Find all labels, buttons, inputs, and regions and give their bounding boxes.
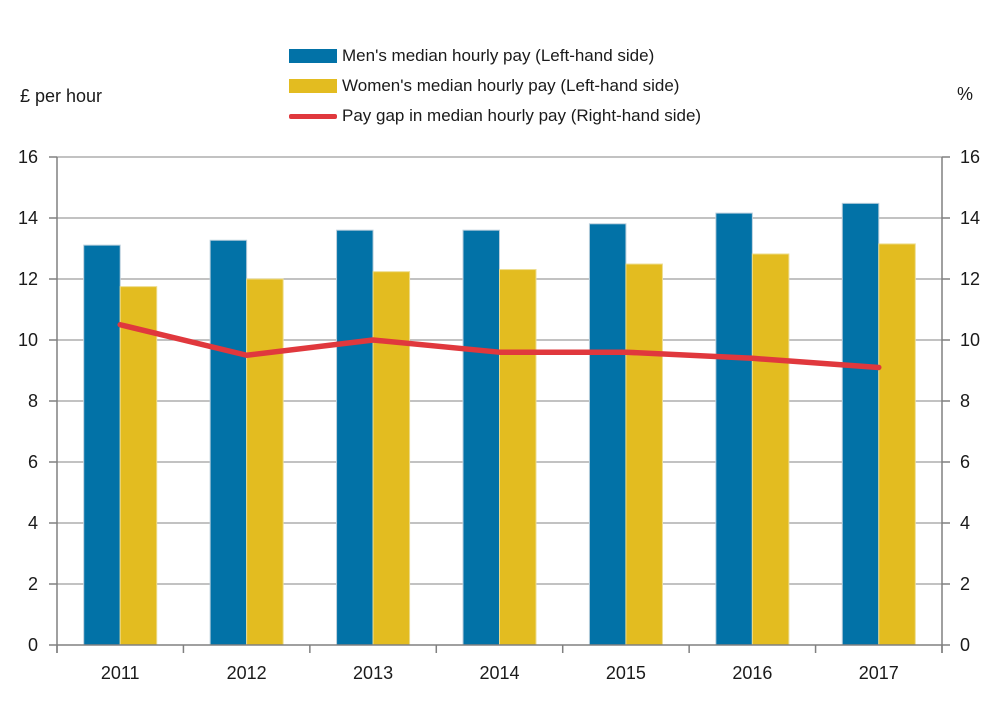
right-axis-unit-label: % (957, 84, 974, 104)
legend-swatch-women-bar (289, 79, 337, 93)
x-axis-label-2011: 2011 (101, 663, 140, 683)
left-tick-label-16: 16 (18, 147, 38, 167)
bar-men-2012 (209, 239, 248, 646)
x-axis-label-2015: 2015 (606, 663, 646, 683)
left-tick-label-14: 14 (18, 208, 38, 228)
paygap-line (117, 322, 882, 371)
legend-swatch-men-bar (289, 49, 337, 63)
right-tick-label-14: 14 (960, 208, 980, 228)
legend-item-men: Men's median hourly pay (Left-hand side) (289, 41, 701, 71)
bar-women-2012 (246, 278, 284, 646)
bar-men-2013 (336, 229, 374, 646)
right-tick-label-12: 12 (960, 269, 980, 289)
right-tick-label-2: 2 (960, 574, 970, 594)
x-axis-label-2012: 2012 (227, 663, 267, 683)
left-tick-label-8: 8 (28, 391, 38, 411)
right-tick-label-0: 0 (960, 635, 970, 655)
bar-men-2017 (841, 202, 880, 646)
right-tick-label-6: 6 (960, 452, 970, 472)
bar-women-2011 (119, 286, 158, 646)
x-axis-label-2017: 2017 (859, 663, 899, 683)
x-axis-label-2016: 2016 (732, 663, 772, 683)
bar-men-2011 (83, 244, 121, 646)
legend-item-women: Women's median hourly pay (Left-hand sid… (289, 71, 701, 101)
bar-men-2014 (462, 229, 500, 646)
x-axis-label-2014: 2014 (479, 663, 519, 683)
bar-women-2013 (372, 271, 411, 646)
bar-women-2015 (625, 263, 663, 646)
left-tick-label-0: 0 (28, 635, 38, 655)
bar-men-2015 (588, 223, 627, 646)
left-tick-label-6: 6 (28, 452, 38, 472)
bar-women-2014 (499, 269, 537, 646)
legend-label-men: Men's median hourly pay (Left-hand side) (342, 46, 655, 65)
right-tick-label-4: 4 (960, 513, 970, 533)
left-tick-label-12: 12 (18, 269, 38, 289)
legend-item-paygap: Pay gap in median hourly pay (Right-hand… (289, 101, 701, 131)
right-tick-label-16: 16 (960, 147, 980, 167)
left-tick-label-10: 10 (18, 330, 38, 350)
legend-label-women: Women's median hourly pay (Left-hand sid… (342, 76, 680, 95)
bar-women-2017 (878, 243, 916, 646)
bar-women-2016 (751, 253, 790, 646)
chart-legend: Men's median hourly pay (Left-hand side)… (289, 41, 701, 131)
x-axis-label-2013: 2013 (353, 663, 393, 683)
legend-label-paygap: Pay gap in median hourly pay (Right-hand… (342, 106, 702, 125)
legend-swatch-paygap-line (289, 113, 337, 119)
left-tick-label-4: 4 (28, 513, 38, 533)
right-tick-label-10: 10 (960, 330, 980, 350)
bar-men-2016 (715, 212, 753, 646)
right-tick-label-8: 8 (960, 391, 970, 411)
left-axis-unit-label: £ per hour (20, 86, 103, 106)
left-tick-label-2: 2 (28, 574, 38, 594)
